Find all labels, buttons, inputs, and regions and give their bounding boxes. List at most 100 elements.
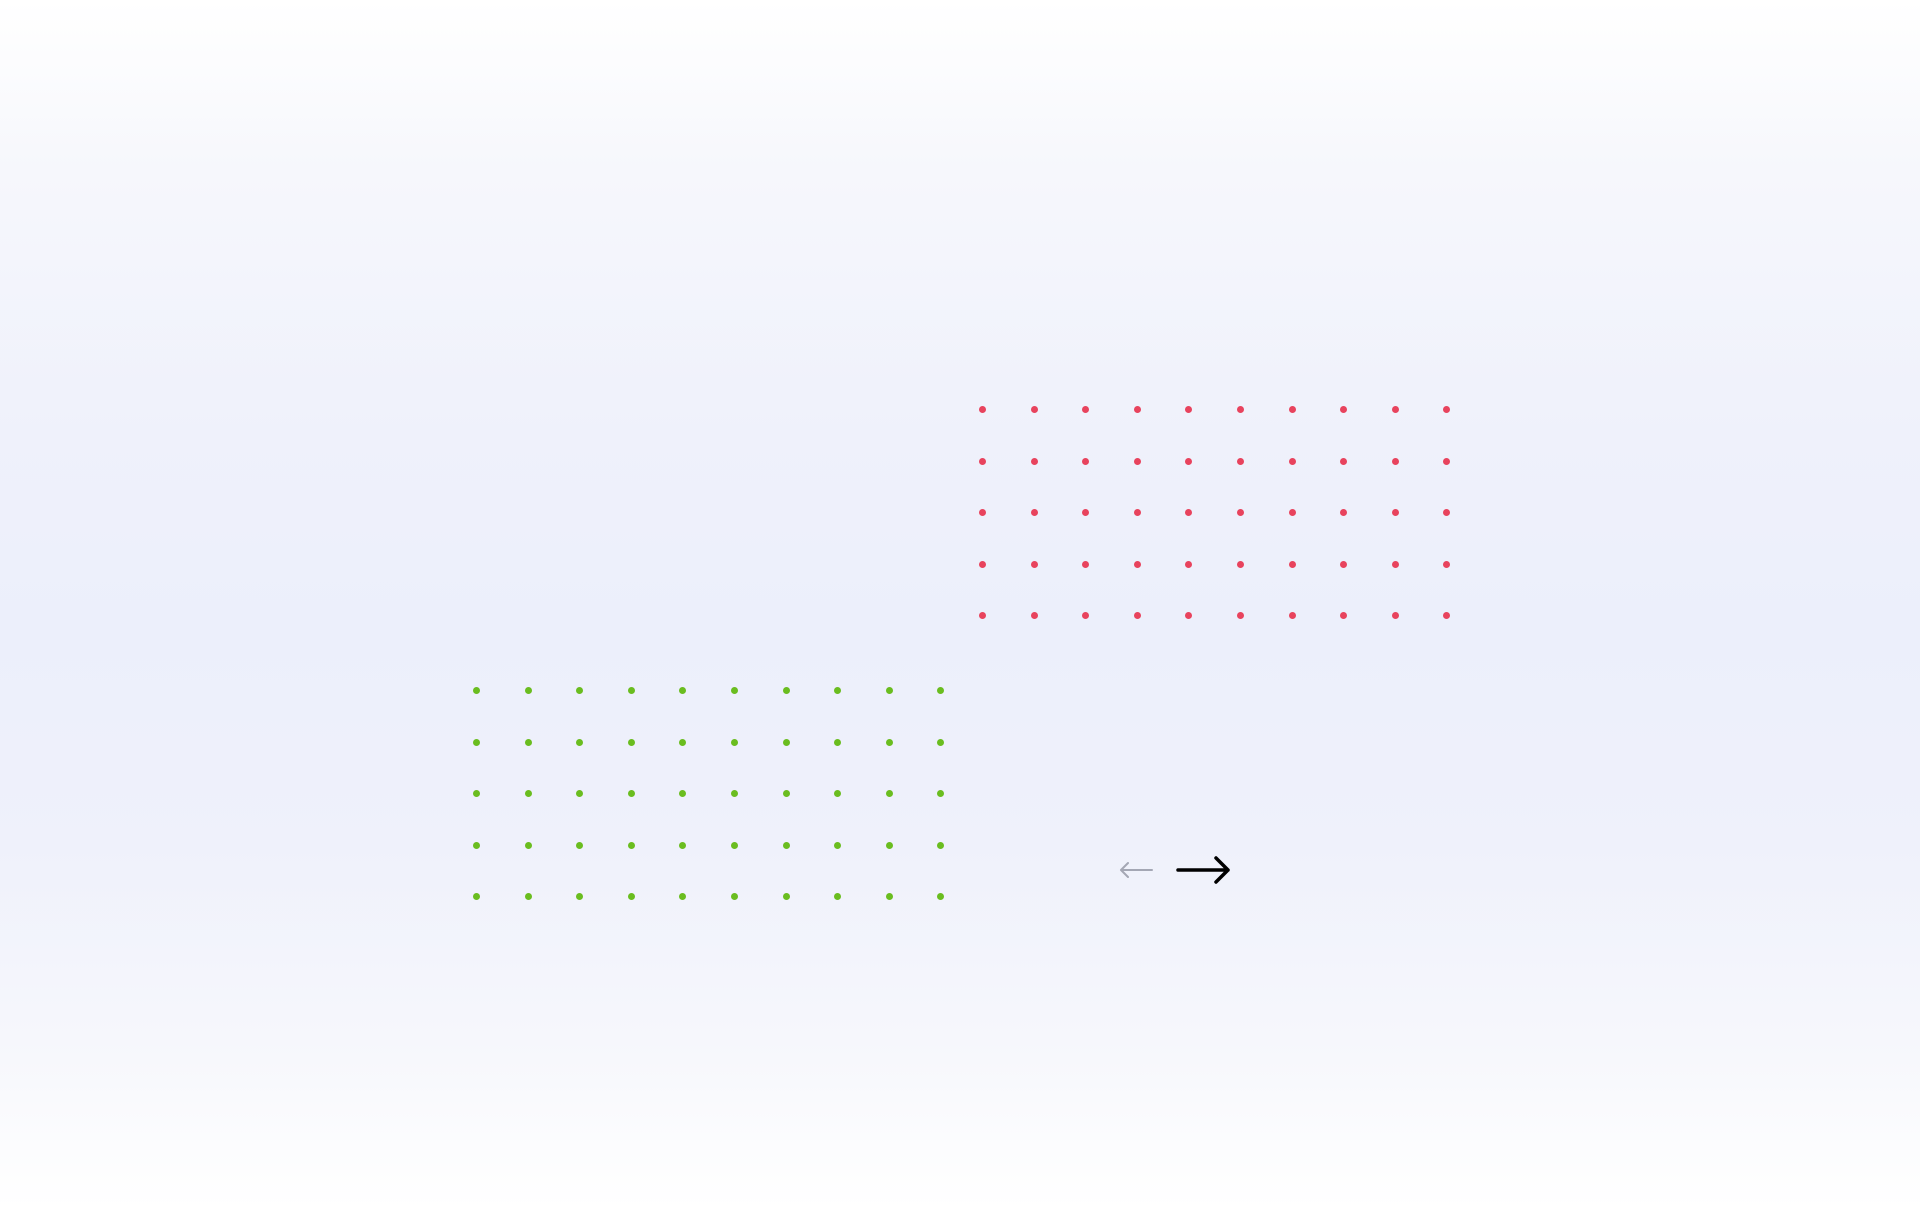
arrow-left-icon: [1120, 862, 1153, 878]
grid-dot: [834, 893, 842, 901]
grid-dot: [576, 687, 584, 694]
grid-dot: [1340, 560, 1348, 568]
grid-dot: [885, 738, 893, 746]
grid-dot: [1030, 457, 1038, 465]
grid-dot: [576, 841, 584, 849]
grid-dot: [524, 738, 532, 746]
grid-dot: [1030, 406, 1038, 413]
grid-dot: [979, 612, 986, 620]
grid-dot: [627, 841, 635, 849]
grid-dot: [1391, 560, 1399, 568]
dot-grid-green: [473, 687, 945, 901]
grid-dot: [979, 406, 986, 413]
grid-dot: [576, 893, 584, 901]
grid-dot: [834, 687, 842, 694]
grid-dot: [679, 687, 687, 694]
grid-dot: [1340, 406, 1348, 413]
grid-dot: [473, 687, 480, 694]
grid-dot: [979, 457, 986, 465]
grid-dot: [1391, 406, 1399, 413]
grid-dot: [782, 841, 790, 849]
grid-dot: [1185, 457, 1193, 465]
next-button[interactable]: [1176, 854, 1232, 886]
grid-dot: [1443, 612, 1451, 620]
grid-dot: [679, 893, 687, 901]
grid-dot: [937, 790, 945, 798]
grid-dot: [524, 790, 532, 798]
grid-dot: [834, 738, 842, 746]
grid-dot: [1185, 509, 1193, 517]
grid-dot: [1443, 560, 1451, 568]
grid-dot: [627, 790, 635, 798]
grid-dot: [679, 738, 687, 746]
grid-dot: [679, 790, 687, 798]
grid-dot: [1236, 406, 1244, 413]
grid-dot: [1133, 509, 1141, 517]
grid-dot: [1288, 612, 1296, 620]
grid-dot: [1082, 560, 1090, 568]
grid-dot: [730, 790, 738, 798]
grid-dot: [782, 790, 790, 798]
grid-dot: [1288, 509, 1296, 517]
grid-dot: [1082, 406, 1090, 413]
grid-dot: [1133, 560, 1141, 568]
grid-dot: [576, 738, 584, 746]
grid-dot: [627, 687, 635, 694]
grid-dot: [1030, 509, 1038, 517]
grid-dot: [1391, 612, 1399, 620]
grid-dot: [679, 841, 687, 849]
grid-dot: [1185, 612, 1193, 620]
grid-dot: [1185, 560, 1193, 568]
grid-dot: [1288, 406, 1296, 413]
grid-dot: [1030, 612, 1038, 620]
grid-dot: [1185, 406, 1193, 413]
grid-dot: [979, 509, 986, 517]
grid-dot: [979, 560, 986, 568]
grid-dot: [937, 687, 945, 694]
grid-dot: [473, 790, 480, 798]
grid-dot: [1288, 560, 1296, 568]
grid-dot: [1133, 406, 1141, 413]
grid-dot: [576, 790, 584, 798]
grid-dot: [1340, 612, 1348, 620]
arrow-right-icon: [1176, 856, 1230, 884]
grid-dot: [1133, 457, 1141, 465]
prev-button[interactable]: [1118, 860, 1154, 880]
slider-pager: [1118, 854, 1232, 886]
dot-grid-red: [979, 406, 1451, 620]
grid-dot: [885, 790, 893, 798]
grid-dot: [1082, 509, 1090, 517]
grid-dot: [1082, 457, 1090, 465]
grid-dot: [1236, 612, 1244, 620]
grid-dot: [1443, 406, 1451, 413]
grid-dot: [730, 893, 738, 901]
grid-dot: [782, 893, 790, 901]
grid-dot: [473, 738, 480, 746]
grid-dot: [473, 893, 480, 901]
grid-dot: [730, 738, 738, 746]
grid-dot: [1133, 612, 1141, 620]
grid-dot: [1030, 560, 1038, 568]
grid-dot: [730, 841, 738, 849]
grid-dot: [1236, 509, 1244, 517]
grid-dot: [524, 841, 532, 849]
grid-dot: [524, 893, 532, 901]
grid-dot: [885, 687, 893, 694]
grid-dot: [1236, 457, 1244, 465]
grid-dot: [782, 687, 790, 694]
grid-dot: [885, 893, 893, 901]
grid-dot: [1082, 612, 1090, 620]
grid-dot: [1340, 457, 1348, 465]
grid-dot: [885, 841, 893, 849]
grid-dot: [1340, 509, 1348, 517]
grid-dot: [782, 738, 790, 746]
grid-dot: [1391, 509, 1399, 517]
grid-dot: [937, 738, 945, 746]
grid-dot: [730, 687, 738, 694]
grid-dot: [1391, 457, 1399, 465]
grid-dot: [524, 687, 532, 694]
grid-dot: [834, 841, 842, 849]
grid-dot: [937, 841, 945, 849]
grid-dot: [627, 893, 635, 901]
grid-dot: [627, 738, 635, 746]
